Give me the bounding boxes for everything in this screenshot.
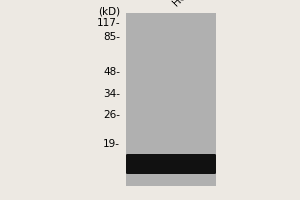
Text: 117-: 117- — [96, 18, 120, 28]
FancyBboxPatch shape — [126, 154, 216, 174]
Text: 34-: 34- — [103, 89, 120, 99]
Bar — [126, 13, 216, 186]
Text: 19-: 19- — [103, 139, 120, 149]
Text: 48-: 48- — [103, 67, 120, 77]
Text: 26-: 26- — [103, 110, 120, 120]
Text: HepG2: HepG2 — [171, 0, 203, 8]
Text: (kD): (kD) — [98, 6, 120, 16]
Text: 85-: 85- — [103, 32, 120, 42]
